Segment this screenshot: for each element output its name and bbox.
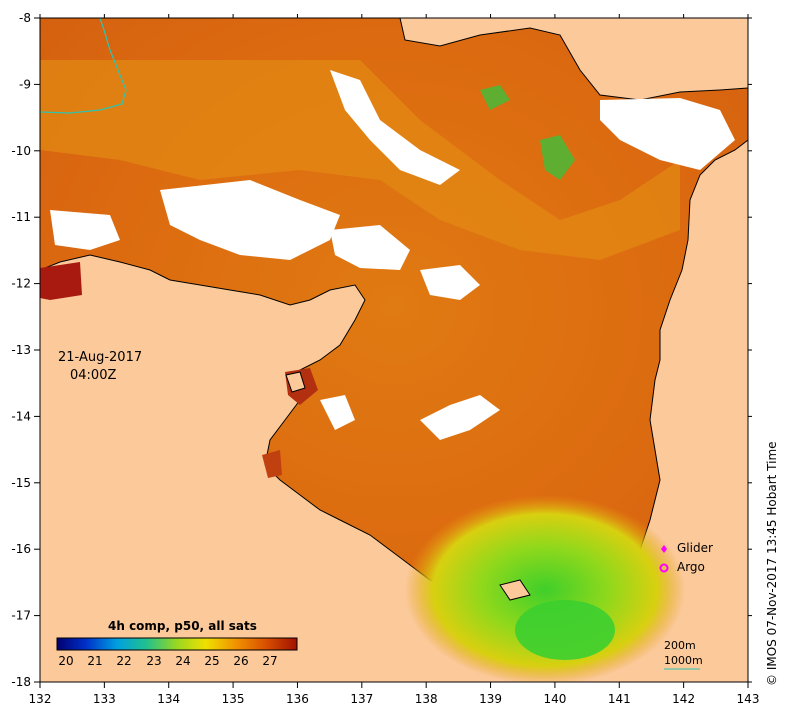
- glider-marker-icon: [661, 545, 667, 553]
- y-axis-labels: -8 -9 -10 -11 -12 -13 -14 -15 -16 -17 -18: [11, 11, 31, 689]
- mornington-island-land: [499, 579, 531, 601]
- y-tick-label: -11: [11, 210, 31, 224]
- x-tick-label: 135: [222, 692, 245, 706]
- north-sst-band: [40, 60, 680, 260]
- y-tick-label: -15: [11, 476, 31, 490]
- y-tick-label: -16: [11, 542, 31, 556]
- x-tick-label: 137: [350, 692, 373, 706]
- x-tick-label: 141: [608, 692, 631, 706]
- map-plot-area: [40, 18, 748, 682]
- x-axis-ticks: [39, 14, 749, 688]
- imos-credit: © IMOS 07-Nov-2017 13:45 Hobart Time: [765, 441, 779, 686]
- glider-legend-label: Glider: [677, 541, 713, 555]
- y-tick-label: -8: [19, 11, 31, 25]
- argo-legend-label: Argo: [677, 560, 705, 574]
- y-tick-label: -14: [11, 409, 31, 423]
- y-tick-label: -10: [11, 144, 31, 158]
- south-gulf-coolest: [515, 600, 615, 660]
- nw-warm-patch: [40, 262, 82, 300]
- x-axis-labels: 132 133 134 135 136 137 138 139 140 141 142 143: [29, 692, 760, 706]
- y-tick-label: -9: [19, 77, 31, 91]
- x-tick-label: 133: [93, 692, 116, 706]
- scale-200m-label: 200m: [664, 639, 696, 652]
- south-gulf-cool-region: [405, 495, 685, 682]
- x-tick-label: 143: [737, 692, 760, 706]
- colorbar-label: 22: [116, 654, 132, 668]
- colorbar-label: 23: [146, 654, 162, 668]
- x-tick-label: 138: [415, 692, 438, 706]
- colorbar-label: 20: [58, 654, 74, 668]
- y-tick-label: -12: [11, 277, 31, 291]
- colorbar-label: 24: [175, 654, 191, 668]
- argo-marker-icon: [659, 563, 669, 573]
- y-tick-label: -13: [11, 343, 31, 357]
- x-tick-label: 136: [286, 692, 309, 706]
- colorbar-label: 26: [233, 654, 249, 668]
- colorbar: [56, 637, 298, 651]
- western-warm-patch-2: [262, 450, 282, 478]
- x-tick-label: 142: [672, 692, 695, 706]
- colorbar-label: 21: [87, 654, 103, 668]
- date-label: 21-Aug-2017: [58, 350, 143, 365]
- x-tick-label: 132: [29, 692, 52, 706]
- bathymetry-contour: [40, 18, 127, 114]
- x-tick-label: 134: [157, 692, 180, 706]
- colorbar-label: 27: [262, 654, 278, 668]
- no-data-patches: [50, 70, 735, 440]
- time-label: 04:00Z: [70, 368, 117, 383]
- colorbar-label: 25: [204, 654, 220, 668]
- colorbar-title: 4h comp, p50, all sats: [108, 619, 257, 633]
- groote-eylandt-land: [285, 371, 306, 393]
- x-tick-label: 140: [543, 692, 566, 706]
- y-tick-label: -18: [11, 675, 31, 689]
- x-tick-label: 139: [479, 692, 502, 706]
- scale-1000m-label: 1000m: [664, 654, 703, 667]
- y-tick-label: -17: [11, 609, 31, 623]
- y-axis-ticks: [34, 17, 752, 683]
